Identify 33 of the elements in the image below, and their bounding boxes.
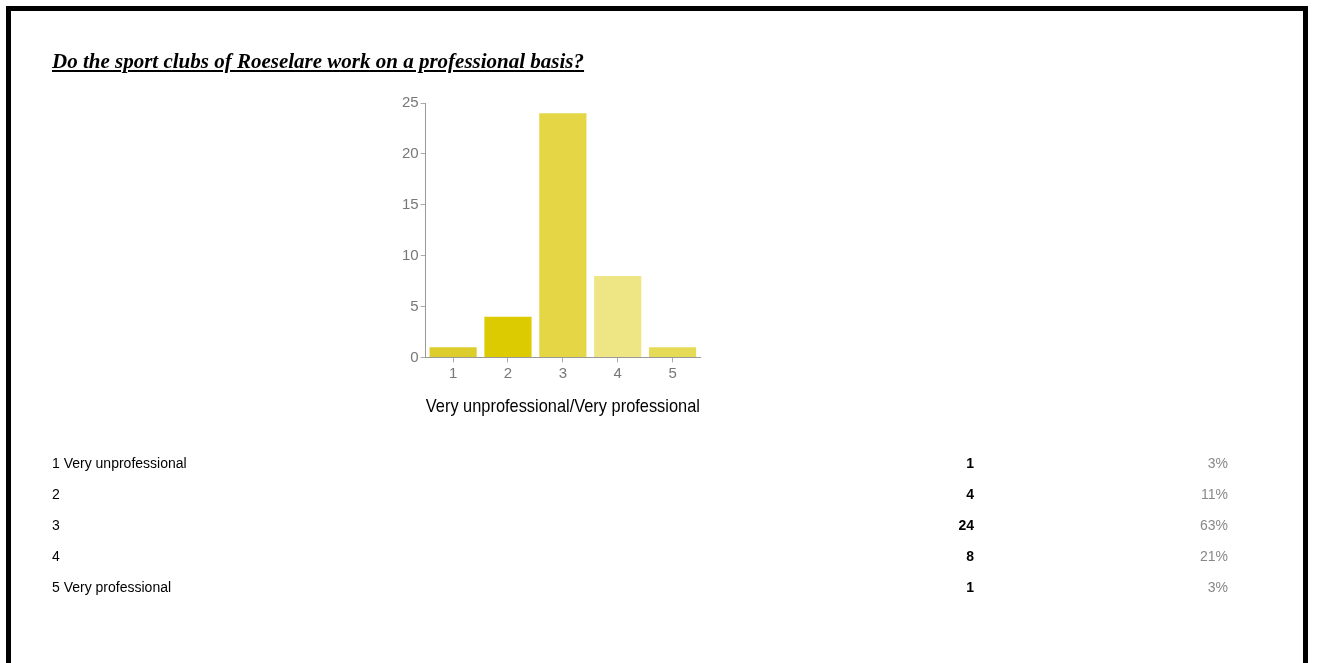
data-label: 1 [966,454,974,472]
y-tick-label: 0 [410,347,419,365]
x-tick-label: 5 [668,363,677,381]
data-label: 8 [966,547,974,565]
text: 1 Very unprofessional [52,454,187,472]
bar [429,347,477,357]
text: 4 [52,547,60,565]
x-tick-label: 4 [613,363,622,381]
data-label: 4 [966,485,974,503]
text: 11% [1201,485,1228,503]
y-tick-label: 20 [402,144,419,162]
text: 3% [1207,454,1228,472]
x-axis-title: Very unprofessional/Very professional [425,395,700,417]
data-label: 1 [966,578,974,596]
text: 2 [52,485,60,503]
y-tick-label: 25 [402,93,419,111]
text: 21% [1199,547,1228,565]
data-label: 24 [958,516,974,534]
text: 3% [1207,578,1228,596]
bar [648,347,697,357]
text: 5 Very professional [52,578,172,596]
x-tick-label: 2 [503,363,513,381]
bar [594,275,642,357]
y-tick-label: 15 [402,194,419,212]
y-tick-label: 10 [402,245,419,263]
chart-title: Do the sport clubs of Roeselare work on a professional basis? [52,49,585,74]
x-tick-label: 1 [448,363,458,381]
text: 3 [52,516,60,534]
x-tick-label: 3 [558,363,568,381]
bar [484,316,532,357]
bar [539,113,587,357]
text: 63% [1199,516,1228,534]
y-tick-label: 5 [410,296,419,314]
